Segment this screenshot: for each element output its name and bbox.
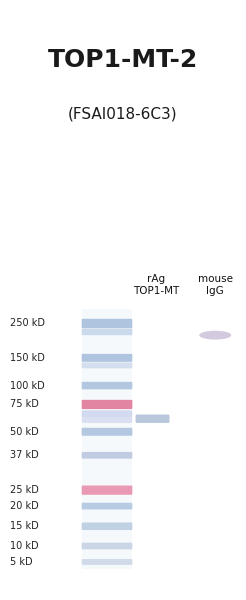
FancyBboxPatch shape [82, 328, 132, 335]
FancyBboxPatch shape [82, 319, 132, 328]
Text: 5 kD: 5 kD [10, 557, 32, 567]
Text: 50 kD: 50 kD [10, 427, 39, 437]
FancyBboxPatch shape [82, 523, 132, 530]
FancyBboxPatch shape [82, 417, 132, 423]
Text: 20 kD: 20 kD [10, 501, 39, 511]
FancyBboxPatch shape [82, 485, 132, 495]
FancyBboxPatch shape [82, 428, 132, 436]
Ellipse shape [199, 331, 231, 340]
Bar [82, 308, 132, 569]
Text: 250 kD: 250 kD [10, 319, 45, 328]
Text: 10 kD: 10 kD [10, 541, 38, 551]
Text: 15 kD: 15 kD [10, 521, 39, 531]
Text: mouse
IgG: mouse IgG [198, 274, 233, 296]
FancyBboxPatch shape [82, 400, 132, 409]
FancyBboxPatch shape [82, 503, 132, 509]
FancyBboxPatch shape [82, 362, 132, 368]
Text: 100 kD: 100 kD [10, 380, 45, 391]
Text: rAg
TOP1-MT: rAg TOP1-MT [133, 274, 179, 296]
FancyBboxPatch shape [82, 452, 132, 458]
Text: 25 kD: 25 kD [10, 485, 39, 495]
FancyBboxPatch shape [82, 382, 132, 389]
FancyBboxPatch shape [82, 542, 132, 550]
FancyBboxPatch shape [136, 415, 169, 423]
FancyBboxPatch shape [82, 410, 132, 417]
Text: 150 kD: 150 kD [10, 353, 45, 363]
Text: 37 kD: 37 kD [10, 450, 39, 460]
Text: 75 kD: 75 kD [10, 400, 39, 409]
Text: (FSAI018-6C3): (FSAI018-6C3) [68, 106, 178, 121]
Text: TOP1-MT-2: TOP1-MT-2 [48, 48, 198, 72]
FancyBboxPatch shape [82, 354, 132, 362]
FancyBboxPatch shape [82, 559, 132, 565]
